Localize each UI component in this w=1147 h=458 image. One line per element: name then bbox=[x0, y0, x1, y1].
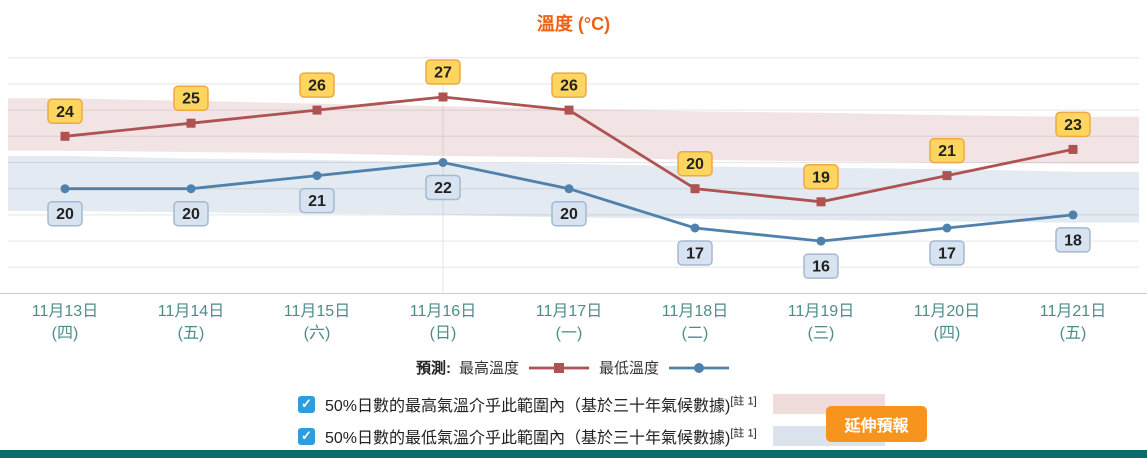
max-range-note: [註 1] bbox=[730, 395, 757, 408]
max-temp-value: 21 bbox=[938, 143, 956, 160]
checkmark-icon: ✓ bbox=[301, 428, 312, 443]
max-range-control-row: ✓ 50%日數的最高氣溫介乎此範圍內（基於三十年氣候數據)[註 1] bbox=[298, 392, 885, 416]
climate-band-max bbox=[8, 98, 1139, 164]
min-temp-marker bbox=[60, 184, 70, 194]
legend-max-label: 最高溫度 bbox=[458, 360, 519, 377]
min-temp-value: 20 bbox=[56, 206, 74, 223]
min-temp-marker bbox=[942, 223, 952, 233]
x-axis-date-label: 11月17日 bbox=[536, 303, 602, 320]
min-line-swatch bbox=[669, 362, 730, 373]
bottom-bar bbox=[0, 450, 1147, 458]
checkmark-icon: ✓ bbox=[301, 396, 312, 411]
max-temp-value: 26 bbox=[560, 78, 578, 95]
max-temp-value: 26 bbox=[308, 78, 326, 95]
min-temp-value-box bbox=[803, 253, 839, 279]
max-temp-marker bbox=[1068, 144, 1078, 154]
x-axis-weekday-label: (三) bbox=[808, 325, 835, 342]
max-temp-marker bbox=[816, 197, 826, 207]
min-range-checkbox[interactable]: ✓ bbox=[298, 427, 315, 445]
x-axis-weekday-label: (二) bbox=[682, 325, 709, 342]
max-temp-value-box bbox=[677, 150, 713, 177]
min-temp-marker bbox=[186, 184, 196, 194]
max-temp-value: 23 bbox=[1064, 117, 1082, 134]
max-temp-value-box bbox=[425, 59, 461, 85]
min-temp-value: 16 bbox=[812, 259, 830, 276]
min-temp-value-box bbox=[299, 187, 335, 214]
legend-min-marker-icon bbox=[694, 362, 705, 373]
max-temp-marker bbox=[564, 105, 574, 115]
max-range-checkbox[interactable]: ✓ bbox=[298, 395, 315, 413]
legend-min-label: 最低溫度 bbox=[599, 360, 660, 377]
x-axis-weekday-label: (一) bbox=[556, 325, 583, 342]
min-temp-marker bbox=[690, 223, 700, 233]
min-temp-value: 21 bbox=[308, 193, 326, 210]
x-axis-date-label: 11月13日 bbox=[32, 303, 98, 320]
max-temp-value-box bbox=[929, 137, 965, 164]
max-temp-value-box bbox=[47, 98, 83, 125]
min-temp-value-box bbox=[47, 200, 83, 227]
max-temp-value: 24 bbox=[56, 104, 74, 121]
max-temp-marker bbox=[60, 131, 70, 141]
max-temp-marker bbox=[942, 171, 952, 181]
x-axis-weekday-label: (四) bbox=[934, 325, 961, 342]
chart-title: 溫度 (°C) bbox=[536, 14, 611, 34]
max-temp-value-box bbox=[803, 164, 839, 190]
x-axis-weekday-label: (五) bbox=[178, 325, 205, 342]
max-temp-value-box bbox=[299, 72, 335, 98]
legend: 預測: 最高溫度 最低溫度 bbox=[0, 357, 1147, 378]
min-temp-value-box bbox=[173, 200, 209, 227]
x-axis-date-label: 11月16日 bbox=[410, 303, 476, 320]
min-range-note: [註 1] bbox=[730, 427, 757, 440]
max-temp-value-box bbox=[551, 72, 587, 98]
x-axis-date-label: 11月18日 bbox=[662, 303, 728, 320]
extended-forecast-button[interactable]: 延伸預報 bbox=[826, 406, 927, 442]
min-temp-value: 20 bbox=[560, 206, 578, 223]
min-temp-value: 17 bbox=[686, 246, 704, 263]
max-temp-marker bbox=[312, 105, 322, 115]
min-range-control-row: ✓ 50%日數的最低氣溫介乎此範圍內（基於三十年氣候數據)[註 1] bbox=[298, 424, 885, 448]
min-temp-value: 17 bbox=[938, 246, 956, 263]
min-temp-value-box bbox=[425, 174, 461, 201]
min-temp-marker bbox=[312, 171, 322, 181]
legend-max-marker-icon bbox=[554, 362, 564, 373]
max-temp-value-box bbox=[1055, 111, 1091, 138]
max-temp-marker bbox=[690, 184, 700, 194]
max-temp-value: 25 bbox=[182, 91, 200, 108]
min-range-label-text: 50%日數的最低氣溫介乎此範圍內（基於三十年氣候數據) bbox=[325, 430, 731, 447]
min-temp-value: 22 bbox=[434, 180, 452, 197]
min-temp-value: 20 bbox=[182, 206, 200, 223]
min-temp-value-box bbox=[551, 200, 587, 227]
x-axis-date-label: 11月15日 bbox=[284, 303, 350, 320]
min-temp-value: 18 bbox=[1064, 232, 1082, 249]
max-temp-marker bbox=[438, 92, 448, 102]
max-temp-value: 27 bbox=[434, 65, 452, 82]
x-axis-date-label: 11月21日 bbox=[1040, 303, 1106, 320]
min-temp-value-box bbox=[929, 240, 965, 266]
max-temp-value-box bbox=[173, 85, 209, 111]
min-temp-value-box bbox=[1055, 227, 1091, 253]
max-range-label-text: 50%日數的最高氣溫介乎此範圍內（基於三十年氣候數據) bbox=[325, 398, 731, 415]
temperature-chart: 24 25 26 27 26 20 19 21 23 20 20 21 22 20 17 16 17 18 11月1… bbox=[0, 57, 1147, 342]
x-axis-date-label: 11月14日 bbox=[158, 303, 224, 320]
legend-prefix: 預測: bbox=[415, 360, 451, 377]
x-axis-weekday-label: (六) bbox=[304, 324, 331, 342]
min-temp-marker bbox=[564, 184, 574, 194]
min-temp-value-box bbox=[677, 240, 713, 266]
x-axis-weekday-label: (日) bbox=[430, 325, 457, 342]
min-temp-marker bbox=[816, 236, 826, 246]
min-temp-marker bbox=[438, 158, 448, 167]
min-temp-marker bbox=[1068, 210, 1078, 220]
min-range-label: 50%日數的最低氣溫介乎此範圍內（基於三十年氣候數據)[註 1] bbox=[325, 424, 757, 448]
max-temp-marker bbox=[186, 118, 196, 128]
x-axis-date-label: 11月19日 bbox=[788, 303, 854, 320]
x-axis-weekday-label: (五) bbox=[1060, 325, 1087, 342]
max-temp-value: 20 bbox=[686, 156, 704, 173]
x-axis-weekday-label: (四) bbox=[52, 325, 79, 342]
x-axis-date-label: 11月20日 bbox=[914, 303, 980, 320]
max-range-label: 50%日數的最高氣溫介乎此範圍內（基於三十年氣候數據)[註 1] bbox=[325, 392, 757, 416]
max-temp-value: 19 bbox=[812, 169, 830, 186]
max-line-swatch bbox=[529, 362, 589, 373]
